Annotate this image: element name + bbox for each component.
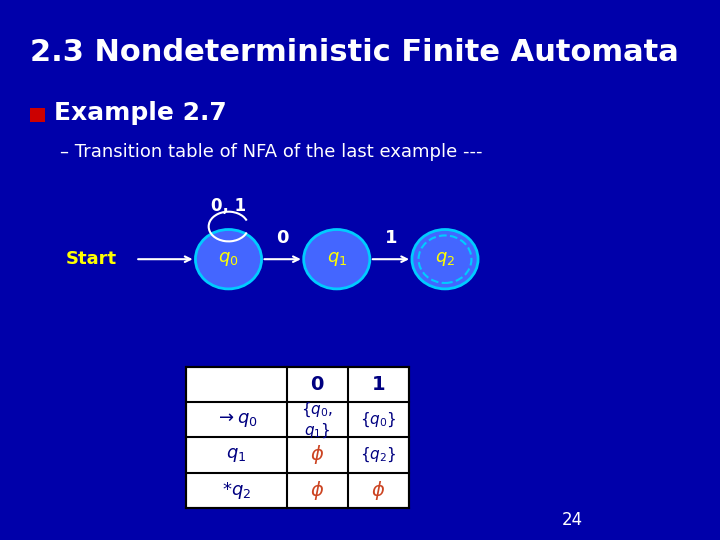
Text: $\{q_0,$
$q_1\}$: $\{q_0,$ $q_1\}$ — [301, 400, 333, 440]
Text: 1: 1 — [372, 375, 385, 394]
Text: 24: 24 — [562, 511, 583, 529]
FancyBboxPatch shape — [186, 367, 409, 508]
Circle shape — [304, 230, 370, 289]
Text: 0: 0 — [310, 375, 324, 394]
Text: $q_1$: $q_1$ — [226, 446, 247, 464]
Text: $\phi$: $\phi$ — [310, 443, 324, 467]
Text: $q_2$: $q_2$ — [435, 250, 455, 268]
Text: $\{q_2\}$: $\{q_2\}$ — [360, 446, 397, 464]
Text: $\phi$: $\phi$ — [372, 478, 385, 502]
FancyBboxPatch shape — [30, 108, 45, 122]
Text: Example 2.7: Example 2.7 — [54, 102, 227, 125]
Text: $\{q_0\}$: $\{q_0\}$ — [360, 410, 397, 429]
Text: $q_0$: $q_0$ — [218, 250, 239, 268]
Text: $\phi$: $\phi$ — [310, 478, 324, 502]
Text: 0: 0 — [276, 228, 289, 247]
Text: 2.3 Nondeterministic Finite Automata: 2.3 Nondeterministic Finite Automata — [30, 38, 679, 67]
Text: $*q_2$: $*q_2$ — [222, 480, 251, 501]
Text: 0, 1: 0, 1 — [211, 197, 246, 215]
Text: 1: 1 — [384, 228, 397, 247]
Text: $q_1$: $q_1$ — [327, 250, 347, 268]
Text: – Transition table of NFA of the last example ---: – Transition table of NFA of the last ex… — [60, 143, 482, 161]
Text: Start: Start — [66, 250, 117, 268]
Circle shape — [195, 230, 261, 289]
Text: $\rightarrow q_0$: $\rightarrow q_0$ — [215, 411, 258, 429]
Circle shape — [412, 230, 478, 289]
